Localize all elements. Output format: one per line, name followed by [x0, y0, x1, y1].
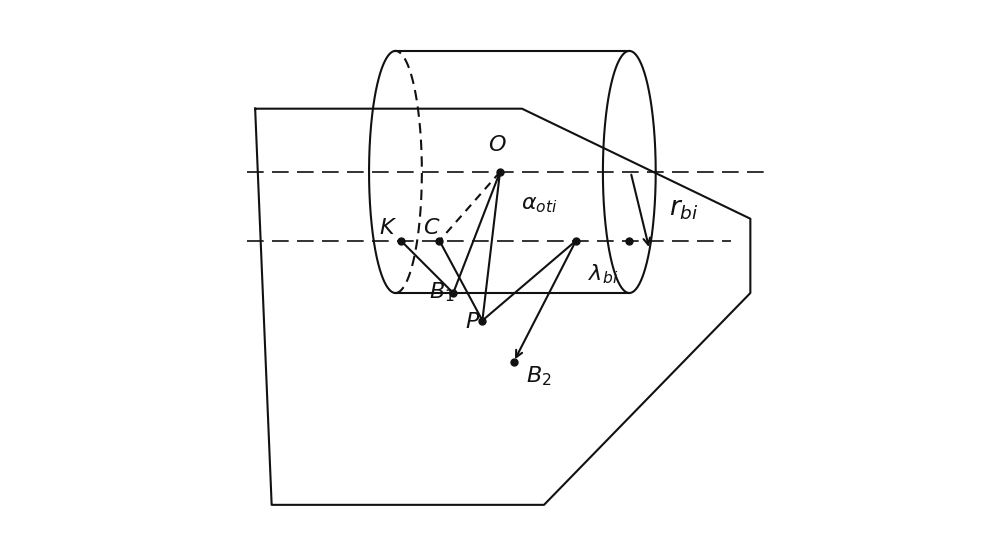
Text: C: C — [423, 218, 438, 238]
Text: O: O — [488, 135, 505, 155]
Text: $\alpha_{oti}$: $\alpha_{oti}$ — [521, 195, 557, 215]
Text: P: P — [466, 312, 479, 332]
Text: $\lambda_{bi}$: $\lambda_{bi}$ — [588, 262, 618, 286]
Text: $B_1$: $B_1$ — [429, 280, 455, 304]
Text: K: K — [379, 218, 394, 238]
Text: $r_{bi}$: $r_{bi}$ — [669, 196, 699, 222]
Text: $B_2$: $B_2$ — [526, 364, 551, 388]
